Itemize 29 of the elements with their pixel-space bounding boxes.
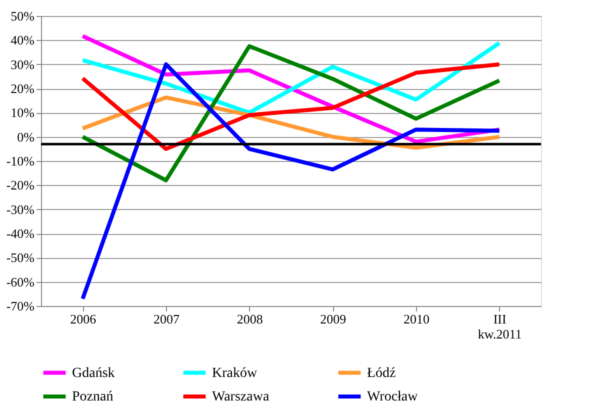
line-series bbox=[80, 62, 502, 301]
legend-label: Łódź bbox=[367, 366, 396, 381]
y-tick-label: -50% bbox=[6, 250, 35, 266]
legend-label: Poznań bbox=[72, 390, 114, 404]
x-tick-label: III kw.2011 bbox=[478, 312, 522, 342]
line-series bbox=[80, 44, 502, 182]
legend-label: Warszawa bbox=[212, 390, 270, 404]
line-series bbox=[80, 62, 502, 151]
y-tick-label: 10% bbox=[10, 105, 35, 120]
y-tick-label: 50% bbox=[10, 8, 35, 24]
x-tick-label: 2006 bbox=[70, 312, 97, 326]
legend-label: Gdańsk bbox=[72, 366, 115, 381]
y-tick-label: -70% bbox=[6, 298, 35, 314]
x-tick-label: 2008 bbox=[236, 312, 263, 326]
y-tick-label: -30% bbox=[6, 202, 35, 217]
y-tick-label: -20% bbox=[6, 178, 35, 193]
legend-label: Kraków bbox=[212, 366, 258, 381]
line-series bbox=[80, 41, 502, 115]
y-tick-label: -40% bbox=[6, 226, 35, 241]
y-tick-label: 30% bbox=[10, 56, 35, 72]
y-tick-label: -10% bbox=[6, 154, 35, 168]
x-tick-label: 2007 bbox=[154, 312, 180, 326]
legend-label: Wrocław bbox=[367, 390, 419, 404]
y-tick-label: -60% bbox=[6, 274, 35, 290]
x-tick-label: 2009 bbox=[320, 312, 346, 326]
y-tick-label: 0% bbox=[17, 129, 35, 144]
x-tick-label: 2010 bbox=[404, 312, 430, 326]
y-tick-label: 20% bbox=[10, 81, 35, 96]
y-tick-label: 40% bbox=[10, 32, 35, 48]
